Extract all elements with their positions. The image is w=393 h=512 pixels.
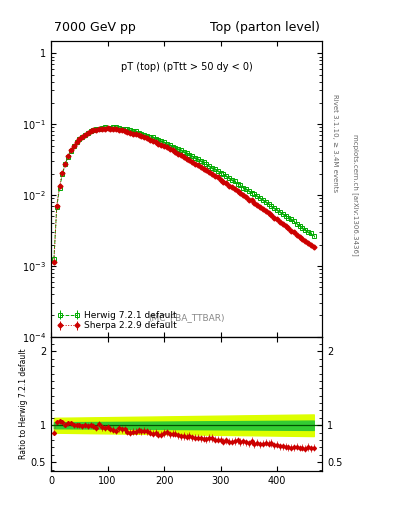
Text: pT (top) (pTtt > 50 dy < 0): pT (top) (pTtt > 50 dy < 0) [121,61,253,72]
Text: Rivet 3.1.10, ≥ 3.4M events: Rivet 3.1.10, ≥ 3.4M events [332,94,338,193]
Text: mcplots.cern.ch [arXiv:1306.3436]: mcplots.cern.ch [arXiv:1306.3436] [352,134,358,255]
Text: 7000 GeV pp: 7000 GeV pp [54,20,136,34]
Text: Top (parton level): Top (parton level) [210,20,320,34]
Legend: Herwig 7.2.1 default, Sherpa 2.2.9 default: Herwig 7.2.1 default, Sherpa 2.2.9 defau… [55,309,179,332]
Text: (MC_FBA_TTBAR): (MC_FBA_TTBAR) [149,313,225,322]
Y-axis label: Ratio to Herwig 7.2.1 default: Ratio to Herwig 7.2.1 default [19,349,28,459]
